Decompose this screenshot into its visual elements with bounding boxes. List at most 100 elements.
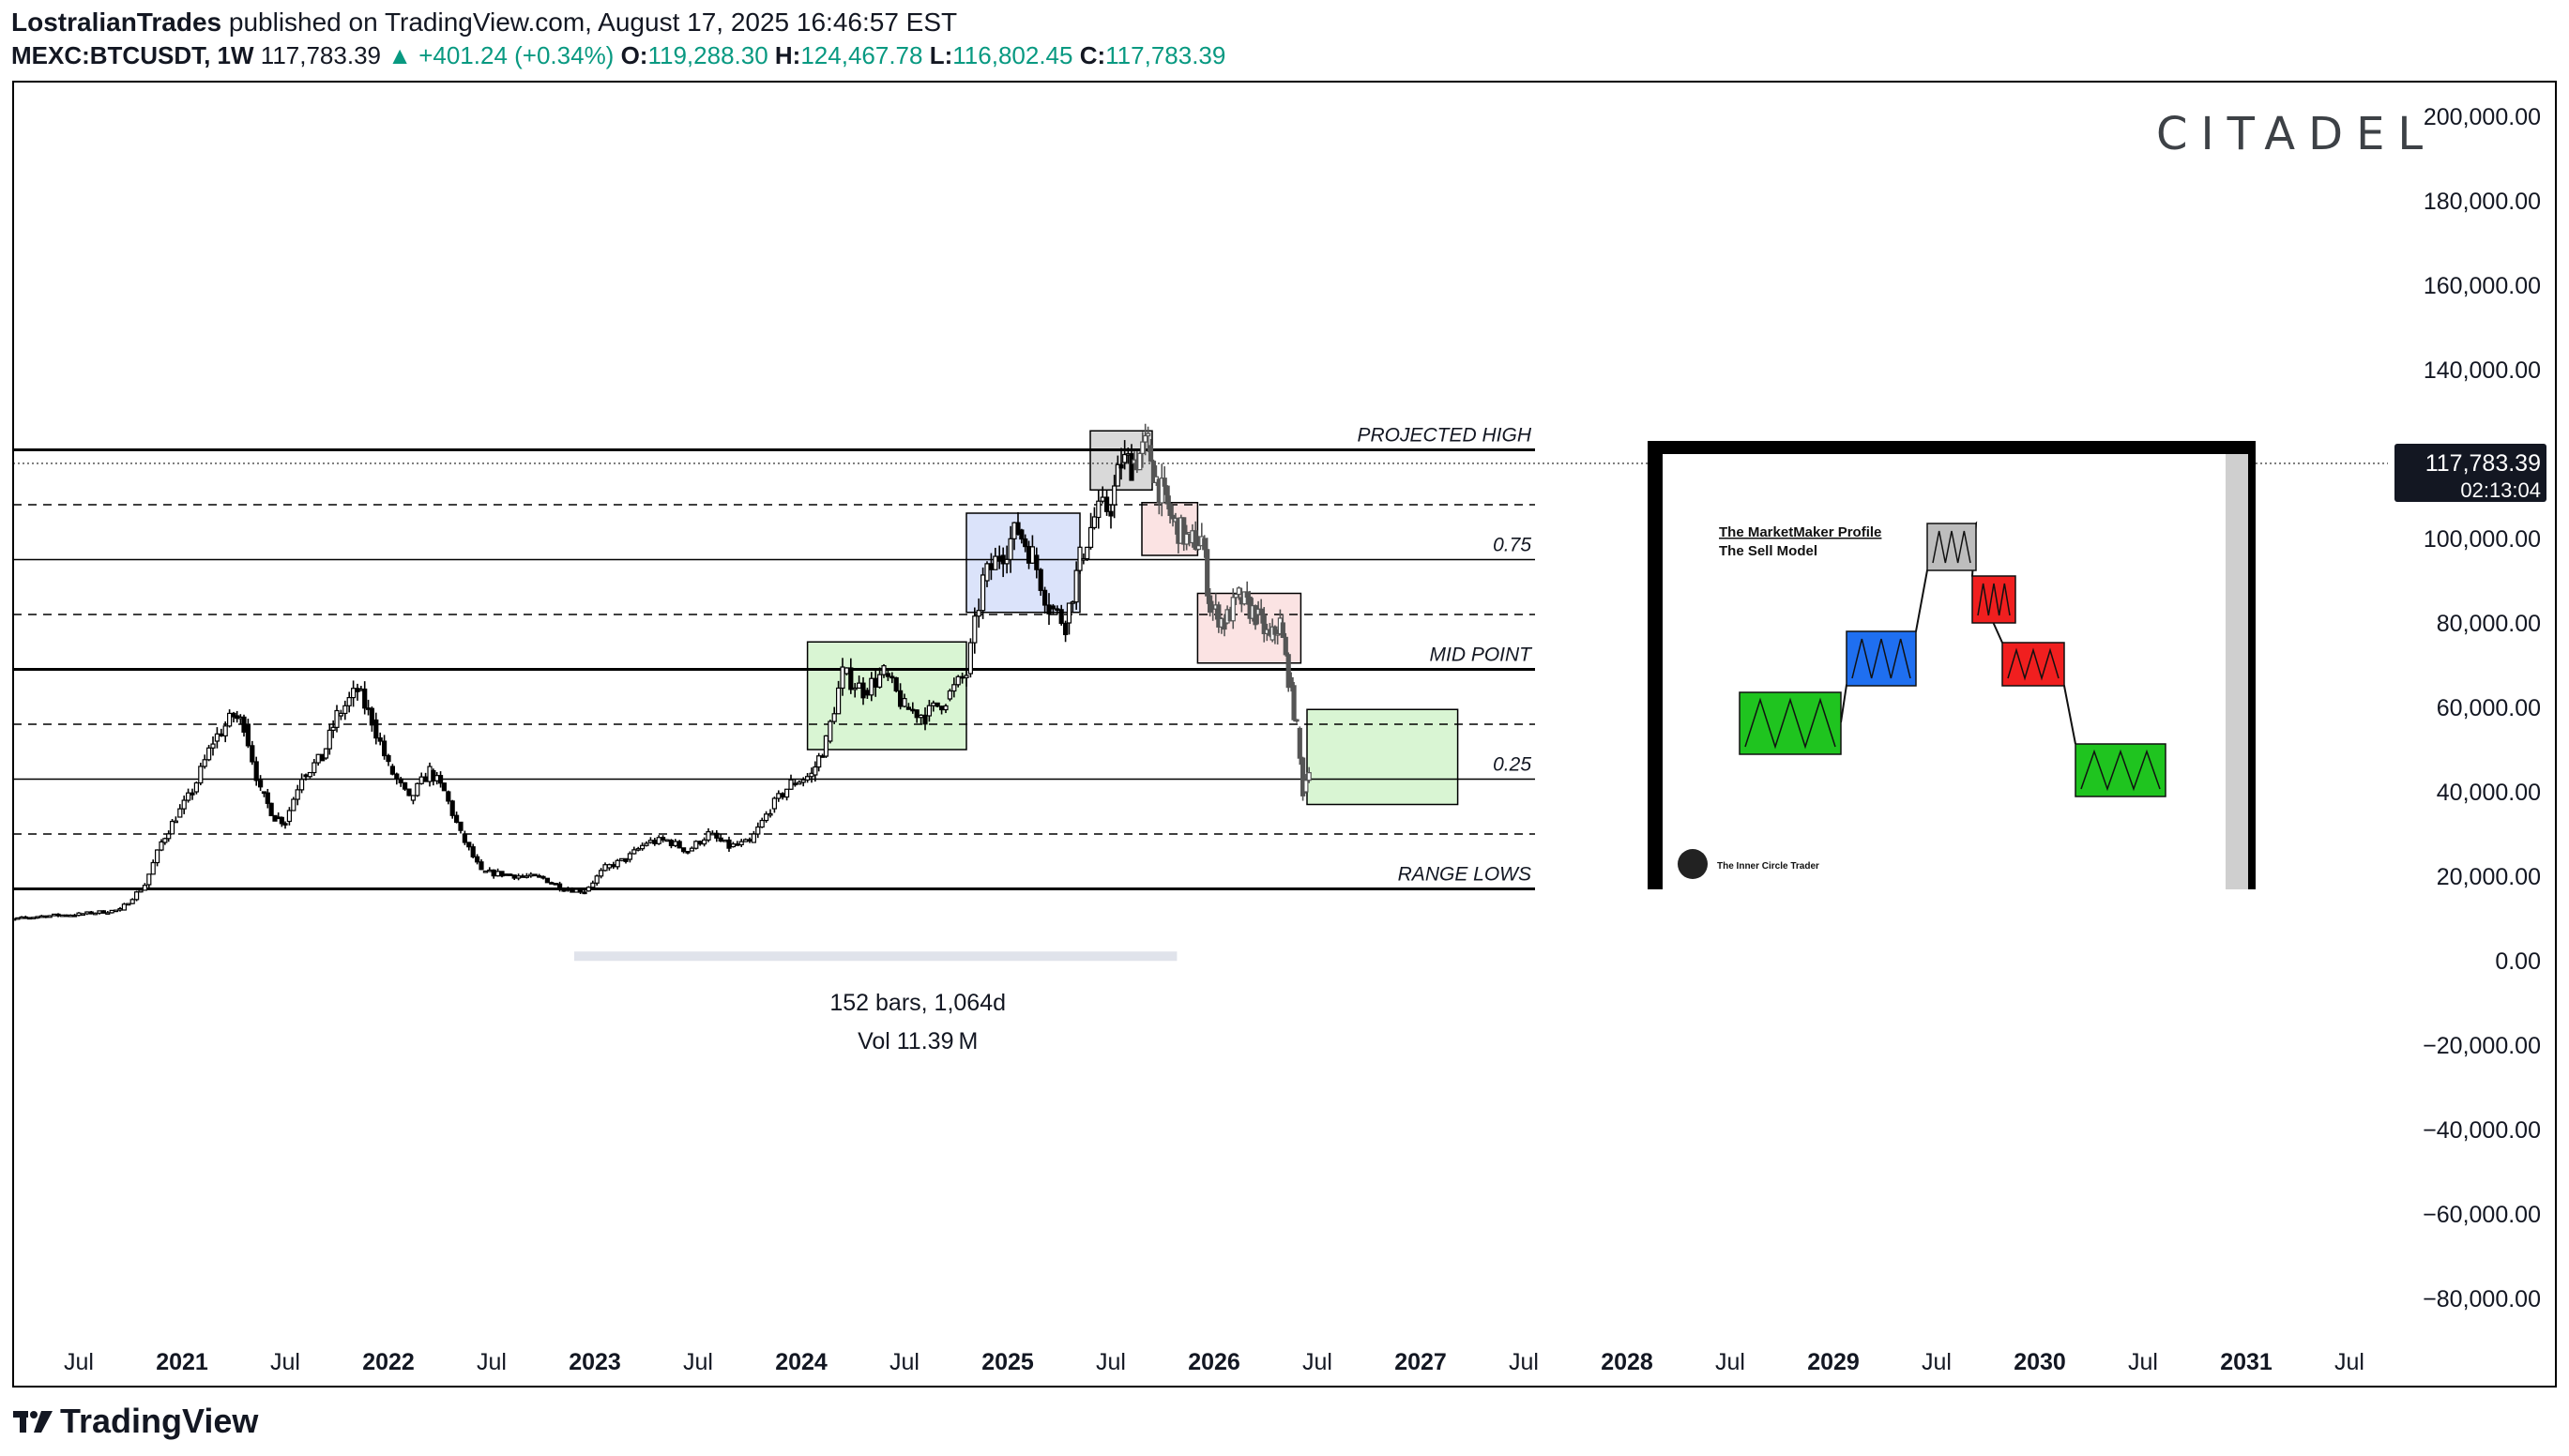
- candle-body: [1070, 601, 1075, 604]
- candle-body: [594, 875, 600, 884]
- x-axis-tick-label: 2023: [569, 1349, 621, 1375]
- tradingview-footer[interactable]: TradingView: [13, 1402, 258, 1441]
- candle-body: [947, 690, 953, 700]
- candle-body: [1085, 546, 1090, 560]
- candle-body: [685, 851, 691, 854]
- candle-body: [1184, 533, 1190, 545]
- candle-body: [955, 675, 961, 686]
- candle-body: [759, 819, 765, 828]
- candle-body: [1230, 597, 1236, 622]
- candle-body: [406, 788, 412, 796]
- candle-body: [466, 842, 472, 848]
- candle-body: [1207, 595, 1213, 614]
- x-axis-tick-label: Jul: [1922, 1349, 1952, 1375]
- candle-body: [475, 856, 480, 863]
- candle-body: [231, 712, 236, 718]
- candle-body: [1122, 453, 1128, 463]
- candle-body: [1303, 780, 1309, 793]
- zone-box-red: [1141, 502, 1199, 556]
- open-label: O:: [620, 41, 648, 69]
- candle-body: [307, 771, 312, 778]
- symbol-name[interactable]: MEXC:BTCUSDT, 1W: [11, 41, 254, 69]
- x-axis-tick-label: Jul: [1715, 1349, 1745, 1375]
- level-label: 0.75: [1493, 535, 1531, 556]
- zone-box-green: [806, 641, 967, 751]
- candle-body: [1294, 719, 1300, 722]
- candle-body: [905, 706, 912, 710]
- candle-body: [279, 816, 284, 825]
- x-axis-tick-label: 2028: [1601, 1349, 1653, 1375]
- candle-body: [1034, 554, 1040, 570]
- candle-body: [590, 882, 596, 888]
- x-axis-tick-label: 2022: [362, 1349, 415, 1375]
- y-axis-tick-label: 40,000.00: [2437, 780, 2541, 806]
- candle-body: [386, 754, 391, 763]
- candle-body: [893, 676, 899, 691]
- candle-body: [1288, 676, 1294, 687]
- candle-body: [1285, 654, 1291, 689]
- candle-body: [768, 812, 773, 816]
- candle-body: [1046, 604, 1052, 614]
- inset-title: The MarketMaker Profile: [1719, 524, 1881, 540]
- level-label: PROJECTED HIGH: [1357, 425, 1531, 447]
- y-axis-tick-label: 200,000.00: [2424, 104, 2541, 130]
- candle-body: [394, 773, 400, 780]
- candle-body: [177, 808, 183, 818]
- chart-frame: [12, 81, 2557, 1388]
- inset-zigzag: [1932, 530, 1971, 564]
- level-label: MID POINT: [1430, 645, 1534, 666]
- candle-body: [763, 813, 769, 822]
- candle-body: [403, 781, 408, 790]
- candle-body: [831, 713, 837, 722]
- y-axis-tick-label: 140,000.00: [2424, 357, 2541, 384]
- author-name[interactable]: LostralianTrades: [11, 8, 222, 37]
- candle-body: [206, 747, 212, 761]
- candle-body: [544, 877, 551, 884]
- candle-body: [100, 910, 107, 914]
- x-axis-tick-label: 2029: [1807, 1349, 1860, 1375]
- candle-body: [1103, 496, 1110, 512]
- x-axis-tick-label: Jul: [2334, 1349, 2364, 1375]
- candle-body: [342, 705, 348, 715]
- candle-body: [540, 875, 546, 879]
- y-axis-tick-label: −80,000.00: [2423, 1286, 2541, 1312]
- candle-body: [458, 821, 464, 831]
- candle-body: [1129, 453, 1134, 481]
- measure-bar: [574, 951, 1178, 962]
- candle-body: [1145, 432, 1151, 437]
- candle-body: [816, 755, 822, 768]
- candle-body: [159, 841, 164, 851]
- candle-body: [202, 759, 207, 767]
- candle-body: [1150, 461, 1157, 483]
- price-candles: [13, 440, 1134, 921]
- inset-scroll-edge: [2226, 454, 2248, 889]
- published-text: published on TradingView.com, August 17,…: [228, 8, 958, 37]
- candle-body: [173, 820, 178, 824]
- candle-body: [964, 675, 969, 679]
- candle-body: [627, 853, 633, 860]
- candle-body: [330, 726, 336, 732]
- candle-body: [1087, 526, 1094, 548]
- candle-body: [1066, 602, 1072, 624]
- inset-model-box: [1846, 630, 1917, 687]
- candle-body: [1023, 538, 1028, 548]
- current-price-tag-value: 117,783.39: [2425, 450, 2541, 477]
- x-axis-tick-label: Jul: [2128, 1349, 2158, 1375]
- x-axis-tick-label: Jul: [889, 1349, 920, 1375]
- candle-body: [639, 844, 646, 850]
- candle-body: [852, 687, 858, 690]
- inset-zigzag: [1744, 697, 1836, 750]
- inset-subtitle: The Sell Model: [1719, 543, 1817, 559]
- candle-body: [351, 688, 357, 699]
- candle-body: [286, 810, 292, 823]
- measure-label-volume: Vol 11.39 M: [858, 1028, 978, 1054]
- candle-body: [410, 795, 416, 801]
- inset-zigzag: [2007, 647, 2060, 681]
- candle-body: [623, 857, 629, 862]
- candle-body: [1118, 463, 1124, 469]
- x-axis-tick-label: 2030: [2014, 1349, 2066, 1375]
- candle-body: [693, 841, 699, 849]
- candle-body: [1258, 608, 1264, 616]
- candle-body: [1291, 685, 1297, 720]
